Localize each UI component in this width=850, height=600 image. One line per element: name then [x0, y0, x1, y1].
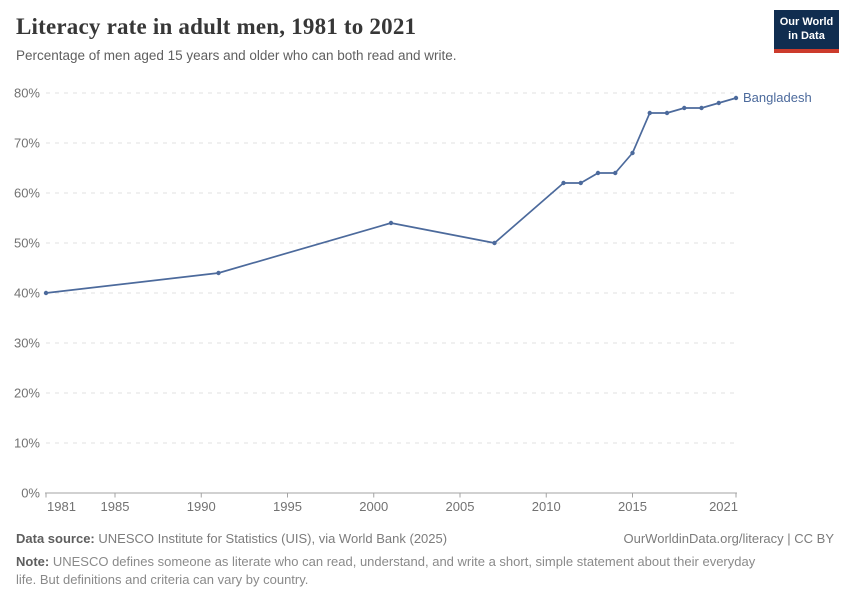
y-axis-tick-label: 30%: [14, 336, 40, 351]
series-label-bangladesh: Bangladesh: [743, 90, 812, 105]
data-point: [630, 150, 635, 156]
data-point: [561, 180, 566, 186]
data-line: [45, 97, 737, 294]
data-point: [647, 110, 652, 116]
y-axis-tick-label: 40%: [14, 286, 40, 301]
chart-footer: Data source: UNESCO Institute for Statis…: [16, 531, 834, 588]
owid-logo[interactable]: Our World in Data: [774, 10, 839, 53]
footer-note: Note: UNESCO defines someone as literate…: [16, 553, 768, 588]
data-point: [492, 240, 497, 246]
x-axis-tick-label: 2000: [359, 499, 388, 514]
line-chart: 0% 10% 20% 30% 40% 50% 60% 70% 80% 1981 1985 1990 19…: [14, 86, 739, 514]
data-point: [388, 220, 394, 226]
data-point: [578, 180, 583, 186]
y-axis-tick-label: 10%: [14, 436, 40, 451]
x-axis-tick-label: 1995: [273, 499, 302, 514]
data-source-text: UNESCO Institute for Statistics (UIS), v…: [98, 531, 448, 546]
data-source: Data source: UNESCO Institute for Statis…: [16, 531, 447, 546]
data-point: [216, 270, 221, 276]
y-axis-tick-label: 80%: [14, 86, 40, 101]
data-point: [699, 105, 704, 111]
x-axis-tick-label: 2015: [618, 499, 647, 514]
data-point: [43, 290, 49, 296]
x-axis-tick-label: 2010: [532, 499, 561, 514]
y-axis-tick-label: 20%: [14, 386, 40, 401]
data-point: [716, 100, 721, 106]
data-point: [664, 110, 670, 116]
x-axis-tick-label: 1990: [187, 499, 216, 514]
data-source-label: Data source:: [16, 531, 95, 546]
y-axis-tick-label: 0%: [21, 486, 40, 501]
data-point: [682, 105, 687, 111]
page-title: Literacy rate in adult men, 1981 to 2021: [16, 14, 417, 39]
chart-header: Literacy rate in adult men, 1981 to 2021…: [16, 10, 839, 63]
x-axis-tick-label: 2021: [709, 499, 738, 514]
page-subtitle: Percentage of men aged 15 years and olde…: [16, 48, 457, 63]
footer-note-text: UNESCO defines someone as literate who c…: [16, 554, 756, 587]
footer-source-row: Data source: UNESCO Institute for Statis…: [16, 531, 834, 546]
data-point: [595, 170, 601, 176]
footer-note-label: Note:: [16, 554, 50, 569]
license-link[interactable]: OurWorldinData.org/literacy | CC BY: [623, 531, 834, 546]
owid-logo-line1: Our World: [779, 16, 834, 28]
x-axis-tick-label: 1981: [47, 499, 76, 514]
x-axis-tick-label: 2005: [446, 499, 475, 514]
y-axis-tick-label: 70%: [14, 136, 40, 151]
y-axis-tick-label: 60%: [14, 186, 40, 201]
x-axis-tick-label: 1985: [101, 499, 130, 514]
data-point: [613, 170, 618, 176]
owid-logo-line2: in Data: [788, 29, 825, 42]
data-point: [733, 95, 739, 101]
y-axis-tick-label: 50%: [14, 236, 40, 251]
